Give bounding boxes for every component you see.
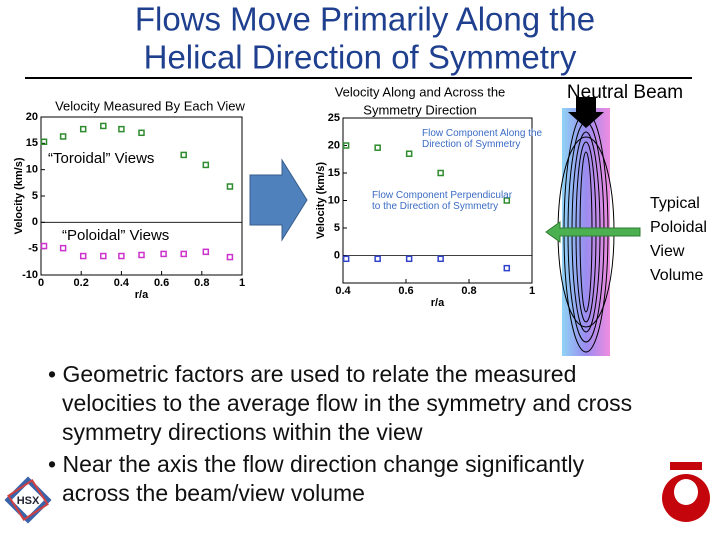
y-tick-label: 0 bbox=[334, 249, 340, 261]
hsx-logo: HSX bbox=[4, 476, 52, 524]
bullet-list: • Geometric factors are used to relate t… bbox=[48, 360, 658, 511]
data-point bbox=[160, 250, 167, 258]
y-tick-label: 5 bbox=[32, 190, 38, 202]
data-point bbox=[180, 250, 187, 258]
x-axis-label: r/a bbox=[135, 289, 149, 301]
annotation: “Poloidal” Views bbox=[62, 227, 169, 244]
title-line: Helical Direction of Symmetry bbox=[144, 39, 577, 76]
data-point bbox=[100, 252, 107, 260]
badger-logo bbox=[662, 462, 710, 522]
annotation: Flow Component Perpendicular to the Direc… bbox=[372, 190, 513, 212]
x-tick-label: 0.2 bbox=[74, 277, 89, 289]
x-tick-label: 0.8 bbox=[461, 285, 476, 297]
data-point bbox=[118, 125, 125, 133]
chart-title: Velocity Along and Across the bbox=[335, 84, 506, 99]
beam-label: Neutral Beam bbox=[567, 82, 683, 103]
data-point bbox=[100, 122, 107, 130]
x-axis-label: r/a bbox=[431, 297, 445, 309]
y-tick-label: 10 bbox=[328, 194, 340, 206]
annotation: “Toroidal” Views bbox=[48, 150, 154, 167]
data-point bbox=[138, 251, 145, 259]
x-tick-label: 0.4 bbox=[114, 277, 130, 289]
y-tick-label: -5 bbox=[28, 243, 38, 255]
bullet: • Near the axis the flow direction chang… bbox=[48, 451, 585, 506]
y-tick-label: -10 bbox=[22, 269, 38, 281]
y-tick-label: 25 bbox=[328, 112, 340, 124]
data-point bbox=[59, 244, 67, 252]
x-tick-label: 0.8 bbox=[194, 277, 209, 289]
view-arrow bbox=[545, 221, 641, 243]
x-tick-label: 1 bbox=[529, 285, 535, 297]
y-tick-label: 10 bbox=[26, 164, 38, 176]
data-point bbox=[503, 264, 511, 272]
data-point bbox=[79, 125, 87, 133]
logo-text: HSX bbox=[17, 495, 40, 507]
y-axis-label: Velocity (km/s) bbox=[315, 162, 327, 239]
plot-frame bbox=[40, 116, 243, 276]
data-point bbox=[405, 150, 413, 157]
bullet-text: Near the axis the flow direction change … bbox=[62, 451, 585, 506]
data-point bbox=[59, 133, 67, 140]
y-tick-label: 0 bbox=[32, 216, 38, 228]
chart-title: Velocity Measured By Each View bbox=[55, 98, 245, 113]
data-point bbox=[226, 253, 234, 261]
x-tick-label: 0 bbox=[38, 277, 44, 289]
data-point bbox=[202, 161, 210, 169]
y-tick-label: 15 bbox=[26, 137, 38, 149]
data-point bbox=[503, 197, 511, 204]
data-point bbox=[405, 255, 413, 263]
y-tick-label: 20 bbox=[26, 111, 38, 123]
x-tick-label: 0.6 bbox=[398, 285, 413, 297]
x-tick-label: 1 bbox=[239, 277, 245, 289]
y-tick-label: 15 bbox=[328, 167, 340, 179]
x-tick-label: 0.6 bbox=[154, 277, 169, 289]
y-axis-label: Velocity (km/s) bbox=[13, 157, 25, 234]
data-point bbox=[437, 169, 444, 177]
data-point bbox=[226, 183, 234, 190]
volume-label: Poloidal bbox=[650, 219, 707, 236]
data-point bbox=[342, 255, 350, 263]
volume-label: View bbox=[650, 243, 685, 260]
y-tick-label: 5 bbox=[334, 222, 340, 234]
data-point bbox=[40, 242, 48, 250]
title-line: Flows Move Primarily Along the bbox=[135, 1, 595, 38]
beam-arrow bbox=[568, 97, 604, 128]
data-point bbox=[374, 255, 381, 263]
y-tick-label: 20 bbox=[328, 139, 340, 151]
annotation: Flow Component Along the Direction of Sym… bbox=[422, 128, 543, 150]
data-point bbox=[437, 255, 444, 263]
chart-title: Symmetry Direction bbox=[363, 102, 476, 117]
data-point bbox=[118, 252, 125, 260]
data-point bbox=[79, 252, 87, 260]
data-point bbox=[374, 144, 381, 151]
volume-label: Typical bbox=[650, 195, 700, 212]
bullet: • Geometric factors are used to relate t… bbox=[48, 361, 633, 445]
x-tick-label: 0.4 bbox=[335, 285, 351, 297]
data-point bbox=[180, 151, 187, 159]
volume-label: Volume bbox=[650, 267, 703, 284]
data-point bbox=[202, 248, 210, 256]
arrow bbox=[249, 158, 308, 242]
data-point bbox=[138, 129, 145, 137]
data-point bbox=[342, 142, 350, 149]
data-point bbox=[40, 138, 48, 146]
bullet-text: Geometric factors are used to relate the… bbox=[62, 361, 633, 445]
